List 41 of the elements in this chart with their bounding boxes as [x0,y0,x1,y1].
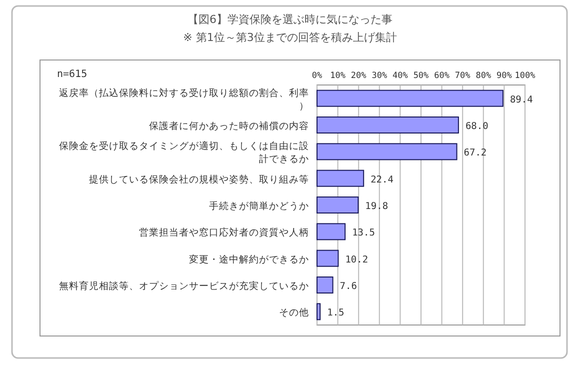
x-tick-label: 90% [496,71,512,81]
y-tick-label: 保護者に何かあった時の補償の内容 [149,120,309,132]
bar [316,303,321,320]
x-tick-label: 100% [514,71,536,81]
y-tick-label: 返戻率（払込保険料に対する受け取り総額の割合、利率） [59,86,309,112]
text: n=615 [57,69,88,80]
text: 19.8 [365,201,388,212]
bar [316,116,459,134]
text: 89.4 [510,94,533,106]
x-tick-label: 60% [434,71,450,81]
text: 68.0 [465,121,488,132]
x-tick-label: 80% [476,71,492,81]
x-tick-label: 20% [350,71,366,81]
text: 13.5 [352,228,375,239]
x-tick-label: 70% [454,71,470,81]
y-tick-label: 無料育児相談等、オプションサービスが充実しているか [59,280,309,292]
bar [316,250,339,267]
bar [316,223,346,240]
text: 7.6 [340,281,357,292]
y-tick-label: 営業担当者や窓口応対者の資質や人柄 [139,226,309,239]
x-tick-label: 40% [392,71,408,81]
bar [316,143,458,160]
x-tick-label: 50% [413,71,429,81]
text: 22.4 [370,174,394,186]
y-tick-label: 提供している保険会社の規模や姿勢、取り組み等 [89,173,309,186]
bar [316,196,359,214]
text: 10.2 [345,254,368,266]
bar [316,276,334,294]
x-tick-label: 30% [372,71,388,81]
text: 67.2 [464,148,487,159]
y-tick-label: 保険金を受け取るタイミングが適切、もしくは自由に設計できるか [59,140,309,166]
y-tick-label: 手続きが簡単かどうか [209,200,309,212]
x-tick-label: 10% [330,71,346,81]
bar [316,170,364,187]
x-tick-label: 0% [312,71,322,81]
y-tick-label: その他 [279,306,309,319]
text: 1.5 [327,308,344,319]
bar [316,90,504,107]
chart-title: 【図6】学資保険を選ぶ時に気になった事 [188,13,392,26]
chart-subtitle: ※ 第1位～第3位までの回答を積み上げ集計 [183,31,397,44]
y-tick-label: 変更・途中解約ができるか [189,253,309,266]
